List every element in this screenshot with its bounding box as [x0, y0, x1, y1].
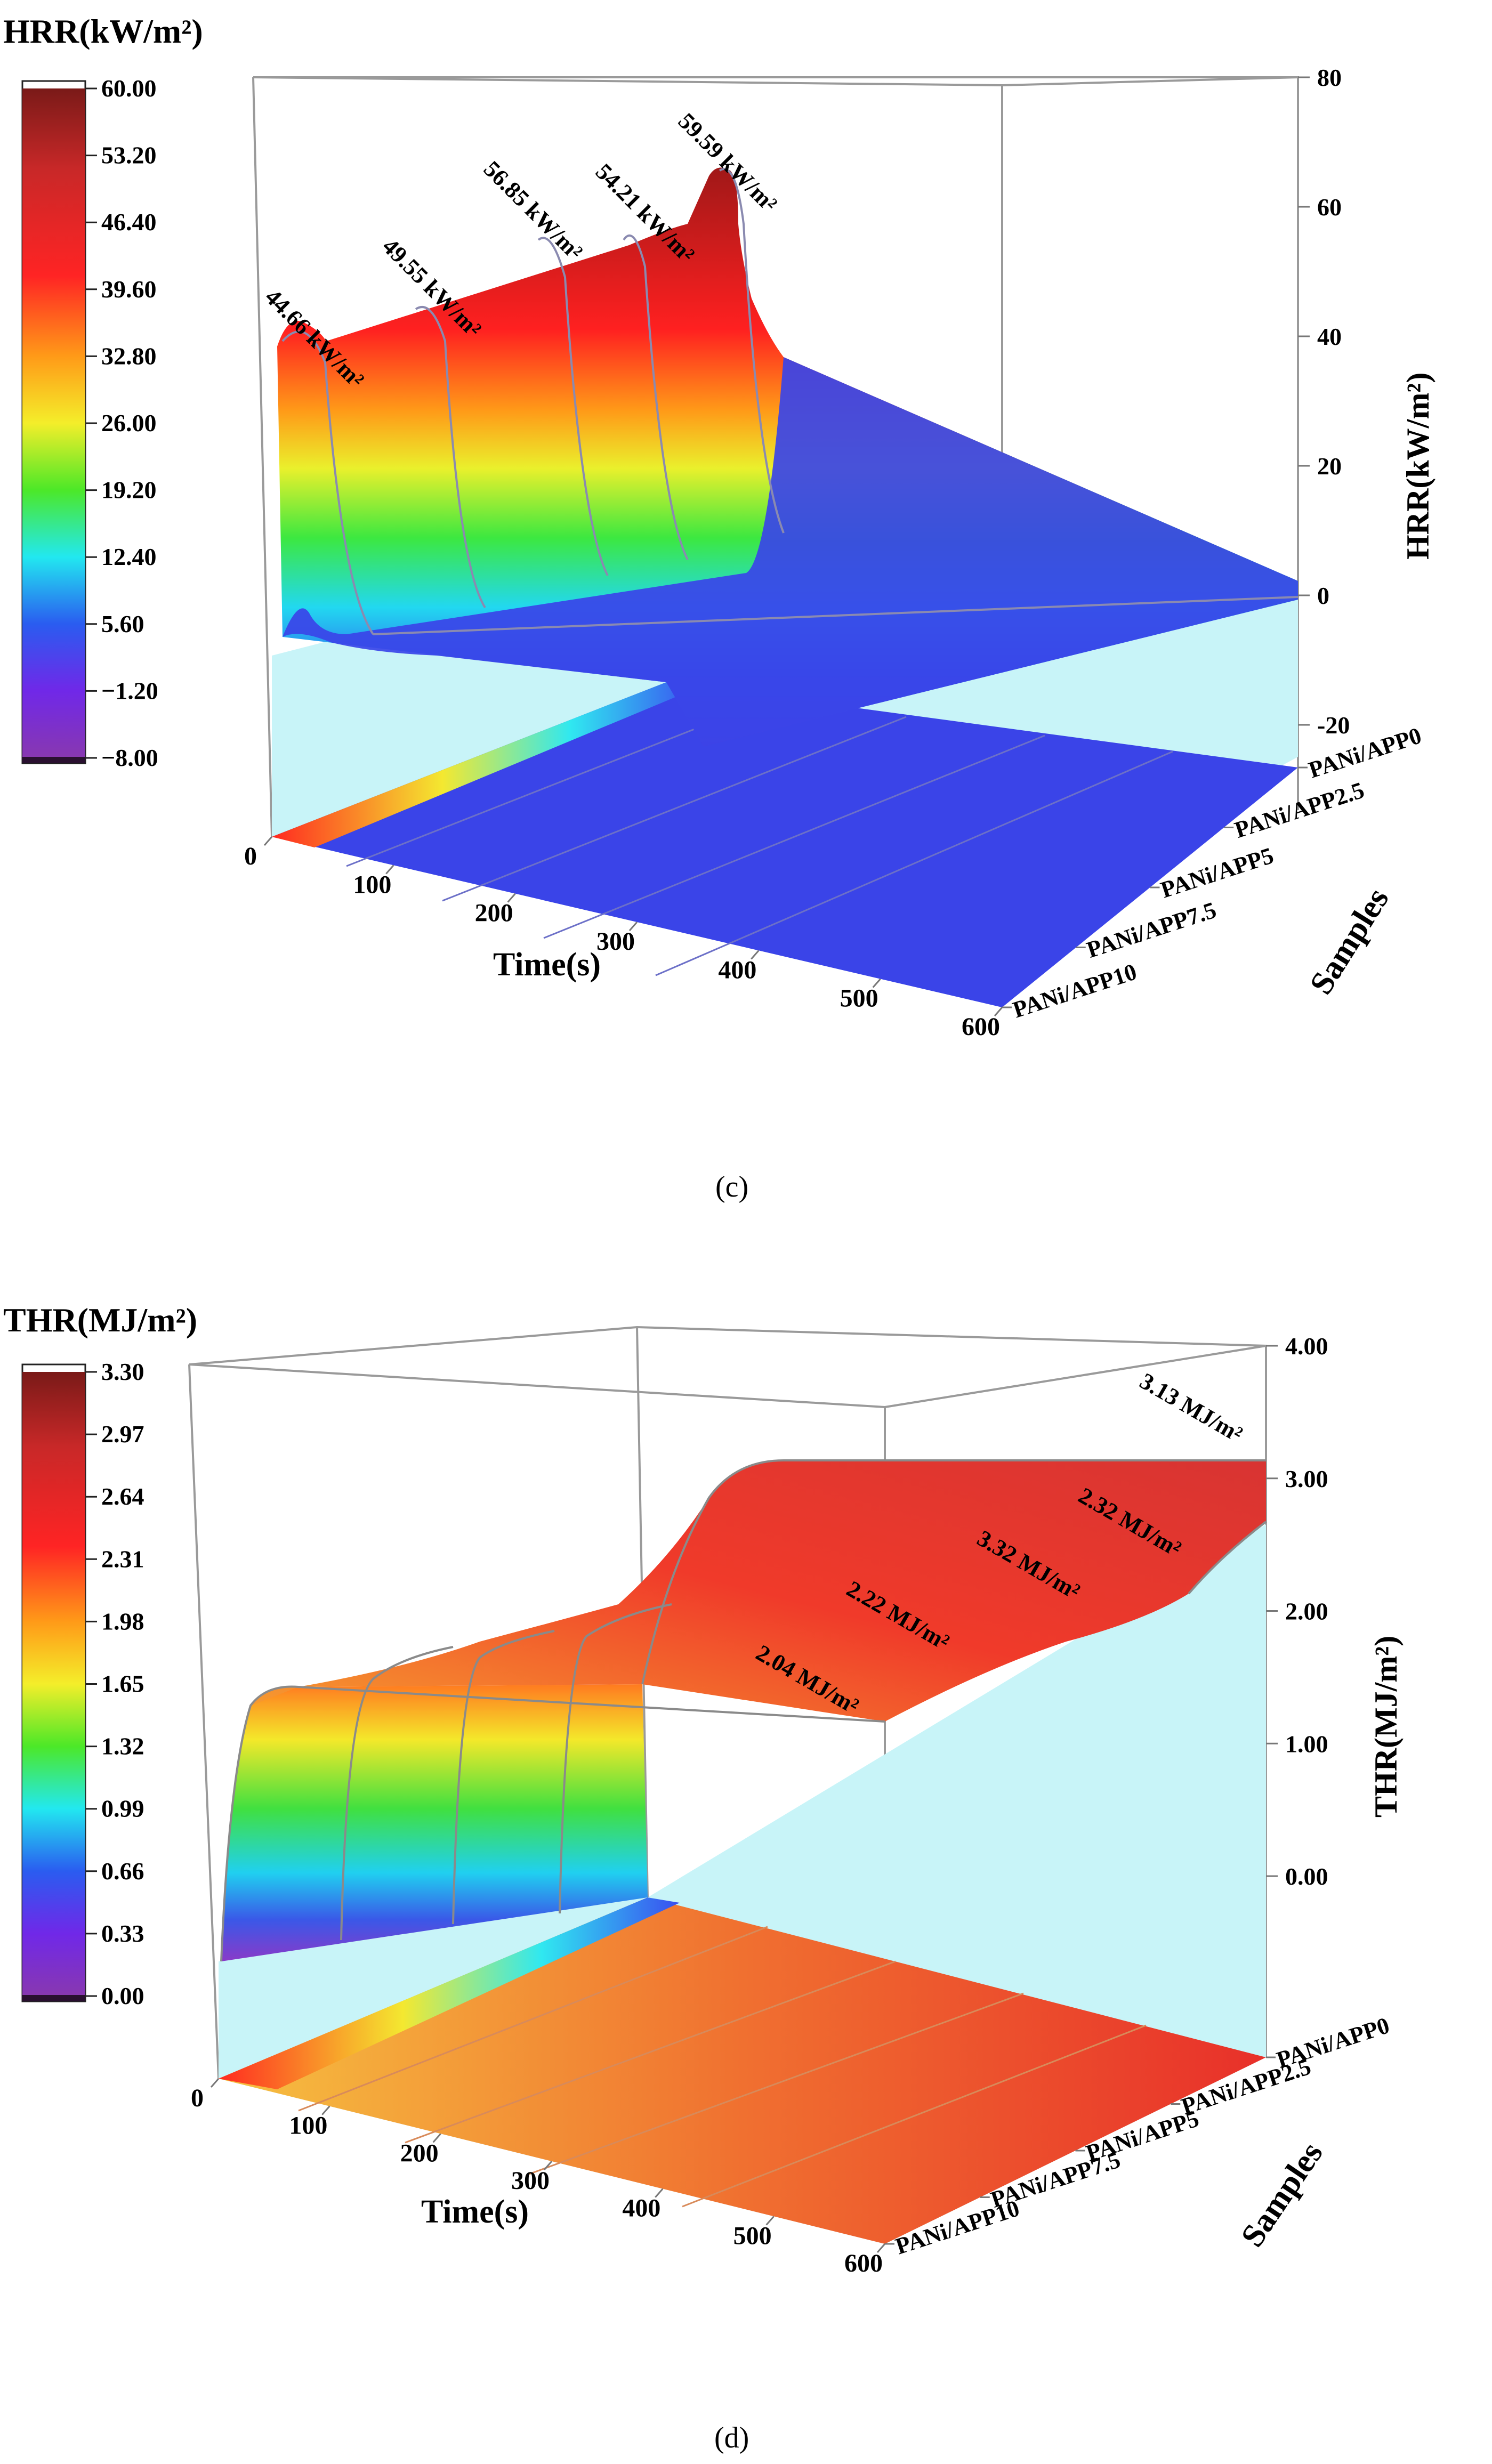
x-tick-mark — [385, 865, 394, 875]
x-tick-mark — [321, 2105, 330, 2115]
colorbar-tick-label: 12.40 — [101, 543, 157, 570]
x-axis-c-ticks: 0 100 200 300 400 500 600 — [244, 836, 1003, 1041]
colorbar-tick-label: 5.60 — [101, 610, 144, 637]
colorbar-tick-label: 53.20 — [101, 142, 157, 169]
panel-c: HRR(kW/m²) 60.00 53.20 46.40 39.60 32.80 26.0… — [3, 12, 1435, 1041]
x-axis-d-label: Time(s) — [421, 2194, 529, 2230]
colorbar-tick-label: 2.31 — [101, 1545, 144, 1572]
z-tick-label: 4.00 — [1285, 1332, 1328, 1360]
x-tick-label: 600 — [844, 2249, 883, 2277]
colorbar-tick-label: 46.40 — [101, 208, 157, 236]
z-tick-label: 1.00 — [1285, 1730, 1328, 1757]
x-tick-mark — [543, 2161, 553, 2170]
colorbar-d-title: THR(MJ/m²) — [3, 1301, 197, 1339]
thr-annotation-app0: 3.13 MJ/m² — [1135, 1368, 1247, 1447]
colorbar-tick-label: 1.65 — [101, 1670, 144, 1698]
colorbar-tick-label: 0.66 — [101, 1857, 144, 1885]
floor-stripe-c — [272, 682, 698, 847]
z-tick-label: 40 — [1317, 323, 1342, 350]
y-axis-d-label: Samples — [1234, 2136, 1330, 2253]
x-tick-mark — [994, 1007, 1003, 1016]
colorbar-tick-label: 2.64 — [101, 1483, 144, 1510]
colorbar-d-bottom-cap — [22, 1995, 85, 2001]
x-axis-c-label: Time(s) — [493, 947, 601, 983]
x-tick-mark — [628, 922, 638, 931]
x-tick-label: 500 — [840, 984, 878, 1013]
z-axis-c-label: HRR(kW/m²) — [1400, 373, 1435, 560]
z-tick-label: 3.00 — [1285, 1465, 1328, 1492]
x-tick-mark — [872, 978, 881, 988]
colorbar-tick-label: 19.20 — [101, 476, 157, 504]
x-tick-mark — [263, 836, 273, 846]
x-tick-label: 200 — [400, 2139, 439, 2167]
floor-gridlines-d — [298, 1926, 1147, 2208]
surface-c-lowland — [283, 357, 1298, 746]
colorbar-c-ticks: 60.00 53.20 46.40 39.60 32.80 26.00 19.20 12.40… — [85, 75, 158, 771]
x-tick-label: 400 — [718, 956, 756, 984]
z-tick-label: 20 — [1317, 453, 1342, 480]
colorbar-c-title: HRR(kW/m²) — [3, 12, 203, 50]
x-tick-mark — [507, 893, 516, 903]
x-tick-label: 500 — [733, 2221, 772, 2250]
colorbar-tick-label: −1.20 — [101, 677, 158, 704]
z-tick-label: 2.00 — [1285, 1598, 1328, 1625]
colorbar-c-bottom-cap — [22, 757, 85, 763]
x-tick-label: 100 — [289, 2112, 327, 2140]
x-tick-mark — [210, 2078, 220, 2088]
surface-d-wall — [221, 1684, 648, 1961]
z-axis-d-ticks: 4.00 3.00 2.00 1.00 0.00 — [1266, 1332, 1328, 1890]
z-tick-label: 60 — [1317, 193, 1342, 221]
colorbar-tick-label: 0.99 — [101, 1795, 144, 1822]
colorbar-d — [22, 1372, 85, 1996]
x-tick-label: 600 — [962, 1013, 1000, 1041]
z-axis-c-ticks: 80 60 40 20 0 -20 — [1298, 64, 1350, 739]
panel-c-label: (c) — [715, 1170, 748, 1203]
x-tick-mark — [655, 2188, 664, 2198]
x-tick-mark — [751, 950, 760, 960]
x-tick-label: 100 — [353, 870, 391, 899]
colorbar-tick-label: 2.97 — [101, 1420, 144, 1448]
z-tick-label: 80 — [1317, 64, 1342, 91]
x-tick-label: 0 — [244, 842, 257, 870]
x-tick-label: 0 — [191, 2084, 204, 2112]
floor-plane-c — [272, 682, 1298, 1007]
colorbar-tick-label: 3.30 — [101, 1358, 144, 1385]
colorbar-tick-label: 1.98 — [101, 1607, 144, 1635]
surface-d-gridlines — [220, 1459, 1267, 1962]
panel-d-label: (d) — [714, 2421, 749, 2454]
z-tick-label: 0 — [1317, 582, 1329, 609]
x-tick-label: 400 — [622, 2194, 660, 2223]
colorbar-c — [22, 88, 85, 758]
floor-stripe-d — [219, 1897, 680, 2089]
y-axis-c-label: Samples — [1303, 882, 1396, 1000]
x-axis-d-ticks: 0 100 200 300 400 500 600 — [191, 2078, 886, 2277]
x-tick-mark — [765, 2216, 775, 2226]
x-tick-label: 300 — [511, 2167, 550, 2195]
colorbar-tick-label: −8.00 — [101, 744, 158, 771]
x-tick-label: 200 — [475, 899, 513, 927]
z-tick-label: 0.00 — [1285, 1863, 1328, 1890]
colorbar-tick-label: 0.33 — [101, 1920, 144, 1947]
colorbar-tick-label: 1.32 — [101, 1733, 144, 1760]
x-tick-mark — [876, 2243, 886, 2253]
x-tick-label: 300 — [596, 927, 635, 956]
colorbar-tick-label: 26.00 — [101, 409, 157, 437]
colorbar-tick-label: 0.00 — [101, 1982, 144, 2009]
colorbar-tick-label: 60.00 — [101, 75, 157, 102]
surface-c-gridlines — [281, 168, 1299, 635]
panel-d: THR(MJ/m²) 3.30 2.97 2.64 2.31 1.98 1.65 1.32 0… — [3, 1301, 1404, 2277]
colorbar-tick-label: 39.60 — [101, 276, 157, 303]
z-tick-label: -20 — [1317, 712, 1350, 739]
colorbar-tick-label: 32.80 — [101, 342, 157, 369]
colorbar-d-ticks: 3.30 2.97 2.64 2.31 1.98 1.65 1.32 0.99 0.66 0.33… — [85, 1358, 144, 2009]
surface-d — [251, 1460, 1266, 1722]
hrr-annotation-app5: 56.85 kW/m² — [479, 156, 588, 265]
x-tick-mark — [432, 2133, 441, 2143]
z-axis-d-label: THR(MJ/m²) — [1368, 1636, 1404, 1817]
